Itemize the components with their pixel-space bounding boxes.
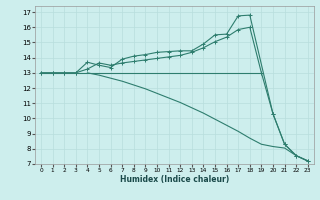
X-axis label: Humidex (Indice chaleur): Humidex (Indice chaleur): [120, 175, 229, 184]
